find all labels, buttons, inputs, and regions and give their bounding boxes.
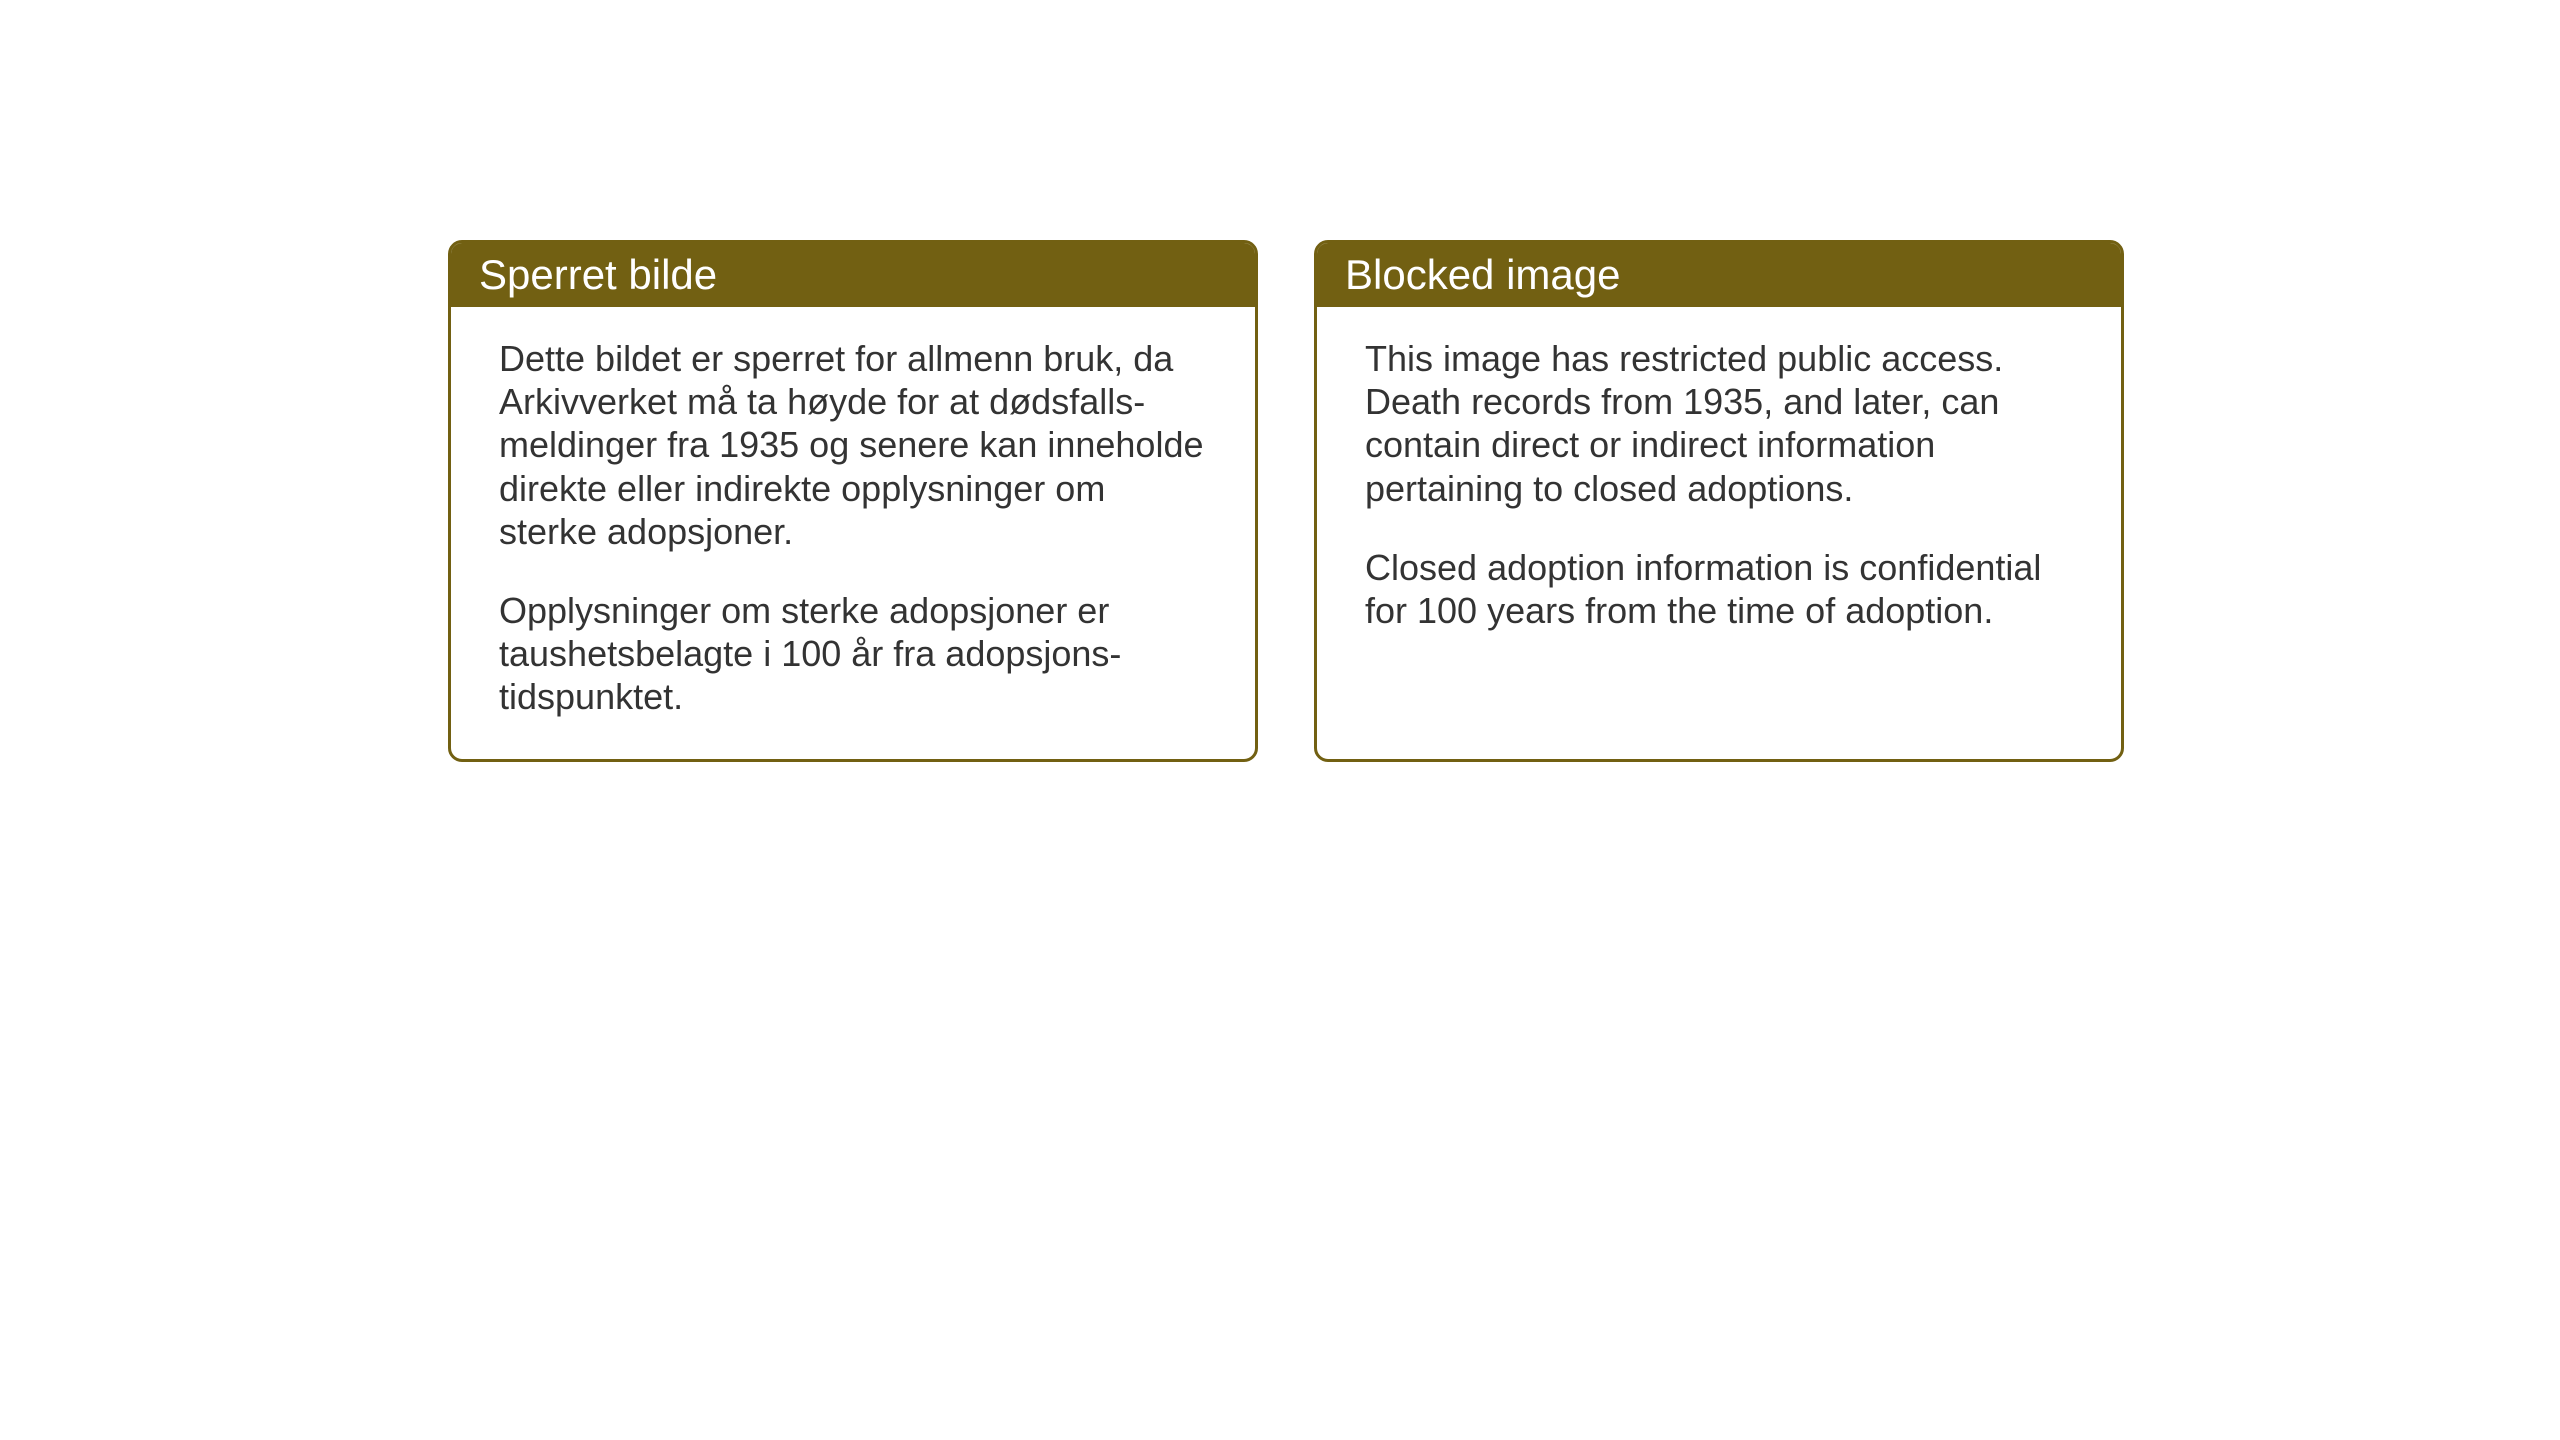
notice-paragraph: Dette bildet er sperret for allmenn bruk…: [499, 337, 1207, 553]
notice-box-english: Blocked image This image has restricted …: [1314, 240, 2124, 762]
notice-box-norwegian: Sperret bilde Dette bildet er sperret fo…: [448, 240, 1258, 762]
notice-body-english: This image has restricted public access.…: [1317, 307, 2121, 747]
notice-body-norwegian: Dette bildet er sperret for allmenn bruk…: [451, 307, 1255, 759]
notice-paragraph: Closed adoption information is confident…: [1365, 546, 2073, 632]
notice-container: Sperret bilde Dette bildet er sperret fo…: [448, 240, 2124, 762]
notice-paragraph: Opplysninger om sterke adopsjoner er tau…: [499, 589, 1207, 719]
notice-paragraph: This image has restricted public access.…: [1365, 337, 2073, 510]
notice-header-norwegian: Sperret bilde: [451, 243, 1255, 307]
notice-header-english: Blocked image: [1317, 243, 2121, 307]
